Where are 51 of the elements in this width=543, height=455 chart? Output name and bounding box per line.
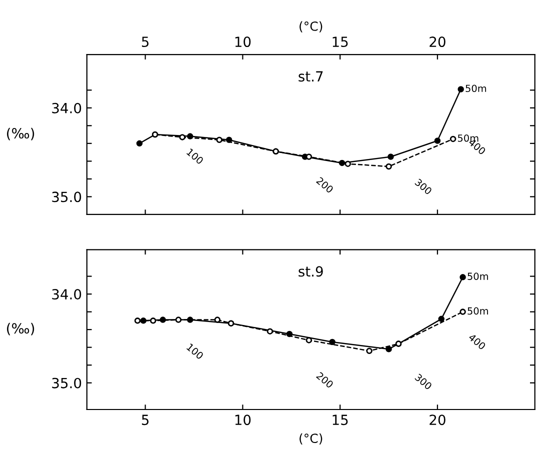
point (150, 318, 156, 324)
x-tick-label: 15 (332, 36, 348, 48)
point (438, 316, 444, 322)
point (386, 163, 392, 170)
point (136, 140, 143, 147)
point (266, 328, 274, 334)
point (450, 136, 456, 142)
text: st.7 (298, 71, 323, 82)
x-tick-label: 10 (235, 414, 251, 426)
point (388, 154, 394, 160)
x-axis-title: (°C) (300, 433, 322, 445)
x-tick-label: 10 (235, 36, 251, 48)
annotation: 50m (468, 272, 488, 280)
y-axis-title: (‰) (6, 322, 34, 336)
annotation: 50m (458, 134, 478, 142)
annotation: 100 (186, 148, 204, 165)
point (344, 160, 351, 167)
point (134, 318, 141, 324)
point (460, 308, 466, 315)
y-tick-label: 34.0 (52, 102, 82, 114)
y-tick-label: 34.0 (52, 289, 82, 300)
point (460, 274, 466, 280)
x-tick-label: 15 (332, 414, 348, 426)
text: st.9 (298, 266, 323, 277)
point (329, 338, 336, 346)
annotation: 400 (468, 333, 486, 350)
annotation: 50m (466, 84, 486, 92)
annotation: 100 (186, 343, 204, 360)
x-tick-label: 5 (142, 414, 149, 426)
x-tick-label: 5 (142, 36, 149, 48)
y-axis-title: (‰) (6, 128, 34, 140)
x-tick-label: 20 (430, 414, 446, 426)
point (306, 337, 312, 344)
point (175, 316, 182, 323)
y-tick-label: 35.0 (52, 378, 82, 388)
point (179, 134, 186, 140)
annotation: 50m (468, 307, 488, 315)
point (434, 138, 441, 144)
y-tick-label: 35.0 (52, 192, 82, 202)
annotation: 300 (414, 373, 432, 390)
x-axis-title: (°C) (300, 21, 322, 32)
annotation: 300 (414, 178, 432, 195)
annotation: 200 (316, 176, 334, 194)
annotation: 200 (316, 372, 334, 388)
point (458, 86, 464, 92)
point (216, 136, 222, 143)
point (214, 316, 220, 323)
point (386, 346, 392, 352)
point (366, 348, 372, 354)
x-tick-label: 20 (430, 36, 446, 48)
point (306, 154, 312, 160)
